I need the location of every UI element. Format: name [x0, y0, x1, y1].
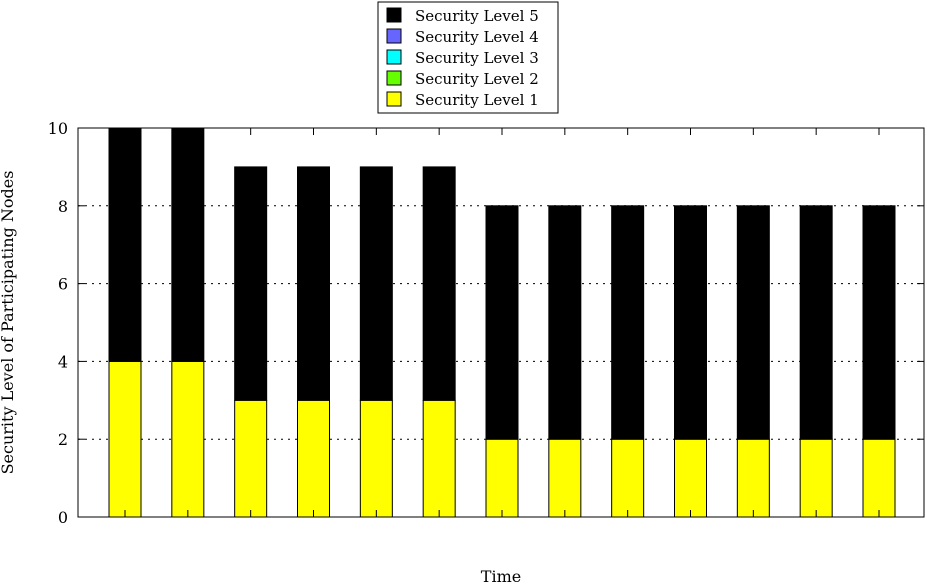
bar-segment [736, 438, 770, 518]
legend-swatch [386, 70, 402, 86]
legend-box [377, 1, 559, 114]
legend-label: Security Level 5 [415, 7, 539, 25]
axis-ticks [78, 127, 924, 518]
bar-segment [359, 399, 393, 518]
legend-label: Security Level 2 [415, 70, 539, 88]
bar-segment [422, 399, 456, 518]
y-tick-label: 6 [58, 275, 68, 294]
bar-segment [108, 127, 142, 362]
y-tick-label: 4 [58, 352, 68, 371]
bar-segment [611, 438, 645, 518]
y-tick-label: 8 [58, 197, 68, 216]
bar-segment [799, 438, 833, 518]
bar-segment [799, 205, 833, 440]
plot-frame [77, 127, 925, 518]
bar-segment [611, 205, 645, 440]
legend-swatch [386, 7, 402, 23]
bar-segment [862, 438, 896, 518]
bar-segment [108, 360, 142, 518]
legend-swatch [386, 91, 402, 107]
x-axis-label: Time [481, 567, 521, 584]
bar-segment [485, 438, 519, 518]
legend-label: Security Level 4 [415, 28, 539, 46]
bar-segment [234, 166, 268, 401]
bar-segment [674, 205, 707, 440]
legend-label: Security Level 3 [415, 49, 539, 67]
bar-segment [297, 399, 330, 518]
bar-segment [736, 205, 770, 440]
bar-segment [862, 205, 896, 440]
bar-segment [548, 205, 582, 440]
legend-swatch [386, 49, 402, 65]
gridlines [78, 205, 924, 440]
legend: Security Level 5 Security Level 4 Security… [377, 1, 559, 114]
bar-segment [485, 205, 519, 440]
y-tick-label: 10 [48, 119, 68, 138]
bar-segment [171, 127, 205, 362]
y-tick-label: 2 [58, 430, 68, 449]
bar-segment [297, 166, 330, 401]
y-tick-labels: 0 2 4 6 8 10 [48, 119, 68, 527]
bar-segment [422, 166, 456, 401]
legend-label: Security Level 1 [415, 91, 539, 109]
legend-swatch [386, 28, 402, 44]
bar-stacks [108, 127, 896, 518]
y-tick-label: 0 [58, 508, 68, 527]
bar-segment [674, 438, 707, 518]
bar-segment [548, 438, 582, 518]
bar-segment [359, 166, 393, 401]
bar-segment [171, 360, 205, 518]
y-axis-label: Security Level of Participating Nodes [0, 171, 17, 475]
bar-segment [234, 399, 268, 518]
